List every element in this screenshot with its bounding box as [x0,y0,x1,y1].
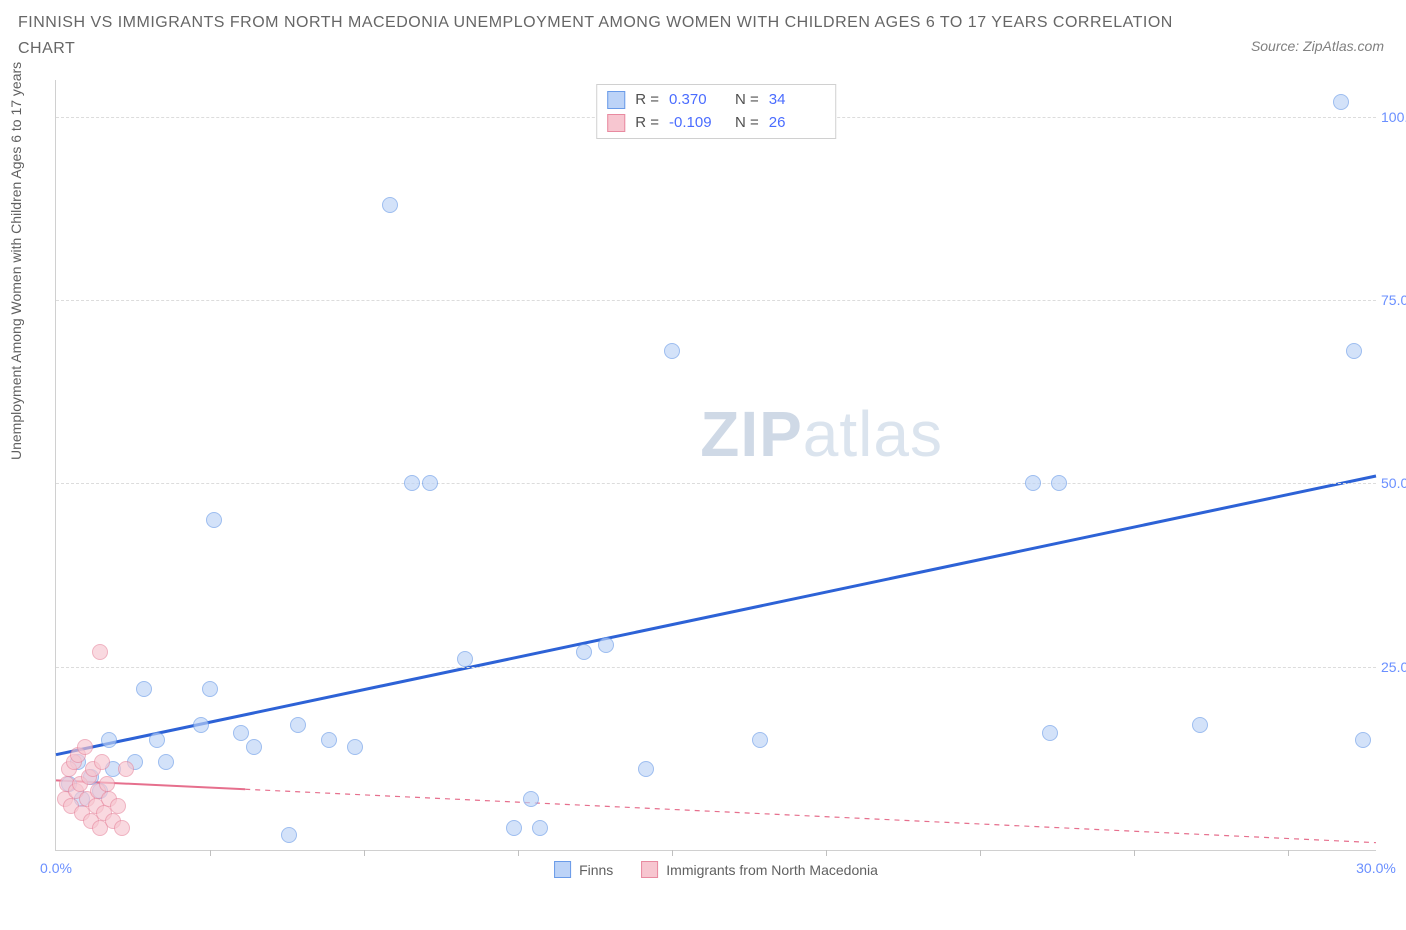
data-point [206,512,222,528]
data-point [99,776,115,792]
stat-n-value: 26 [769,112,825,135]
x-tick-mark [1288,850,1289,856]
stat-n-label: N = [735,89,759,112]
gridline-horizontal [56,483,1376,484]
x-tick-mark [1134,850,1135,856]
stat-r-value: 0.370 [669,89,725,112]
data-point [136,681,152,697]
data-point [77,739,93,755]
trend-lines-layer [56,80,1376,850]
data-point [193,717,209,733]
data-point [523,791,539,807]
source-credit: Source: ZipAtlas.com [1251,38,1384,54]
data-point [246,739,262,755]
data-point [118,761,134,777]
gridline-horizontal [56,300,1376,301]
stat-r-label: R = [635,89,659,112]
stats-row: R = 0.370 N = 34 [607,89,825,112]
watermark-bold: ZIP [700,398,803,470]
data-point [101,732,117,748]
y-tick-label: 25.0% [1381,659,1406,675]
legend-label: Immigrants from North Macedonia [666,862,878,878]
y-tick-label: 75.0% [1381,292,1406,308]
data-point [158,754,174,770]
data-point [1346,343,1362,359]
trend-line [56,476,1376,755]
data-point [233,725,249,741]
legend-swatch [641,861,658,878]
x-tick-mark [826,850,827,856]
x-tick-mark [980,850,981,856]
data-point [321,732,337,748]
data-point [347,739,363,755]
data-point [532,820,548,836]
x-tick-label: 0.0% [40,860,72,876]
x-tick-mark [518,850,519,856]
data-point [94,754,110,770]
stat-n-label: N = [735,112,759,135]
data-point [664,343,680,359]
watermark-light: atlas [803,398,943,470]
data-point [114,820,130,836]
gridline-horizontal [56,667,1376,668]
x-tick-mark [210,850,211,856]
series-swatch [607,91,625,109]
legend-item: Finns [554,861,613,878]
trend-line-dashed [245,789,1376,842]
stat-n-value: 34 [769,89,825,112]
x-tick-mark [364,850,365,856]
legend-item: Immigrants from North Macedonia [641,861,878,878]
data-point [1192,717,1208,733]
data-point [1355,732,1371,748]
data-point [1051,475,1067,491]
data-point [576,644,592,660]
data-point [638,761,654,777]
data-point [382,197,398,213]
data-point [506,820,522,836]
data-point [202,681,218,697]
series-swatch [607,114,625,132]
data-point [110,798,126,814]
legend-swatch [554,861,571,878]
stat-r-value: -0.109 [669,112,725,135]
data-point [404,475,420,491]
data-point [92,644,108,660]
y-axis-label: Unemployment Among Women with Children A… [8,62,24,460]
stat-r-label: R = [635,112,659,135]
chart-title: FINNISH VS IMMIGRANTS FROM NORTH MACEDON… [18,10,1226,61]
data-point [422,475,438,491]
y-tick-label: 100.0% [1381,109,1406,125]
data-point [149,732,165,748]
y-tick-label: 50.0% [1381,475,1406,491]
data-point [457,651,473,667]
stats-box: R = 0.370 N = 34 R = -0.109 N = 26 [596,84,836,139]
data-point [281,827,297,843]
data-point [1042,725,1058,741]
data-point [752,732,768,748]
legend: Finns Immigrants from North Macedonia [554,861,878,878]
data-point [1025,475,1041,491]
scatter-plot-area: ZIPatlas 25.0%50.0%75.0%100.0%0.0%30.0%R… [55,80,1376,851]
data-point [1333,94,1349,110]
x-tick-label: 30.0% [1356,860,1396,876]
legend-label: Finns [579,862,613,878]
data-point [290,717,306,733]
stats-row: R = -0.109 N = 26 [607,112,825,135]
x-tick-mark [672,850,673,856]
data-point [598,637,614,653]
watermark: ZIPatlas [700,397,943,471]
